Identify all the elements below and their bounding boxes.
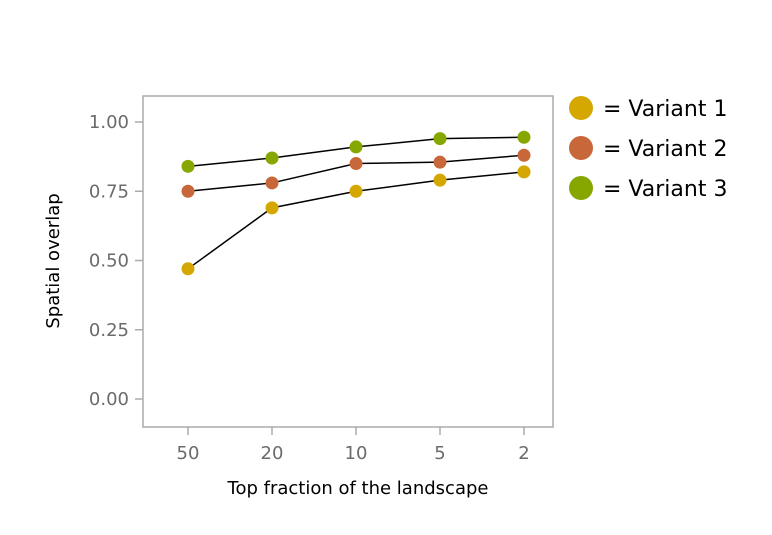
data-point-series-3 <box>181 159 195 173</box>
x-tick-label: 20 <box>261 443 284 464</box>
data-point-series-3 <box>517 130 531 144</box>
data-point-series-2 <box>517 148 531 162</box>
legend-label-1: = Variant 1 <box>603 97 727 122</box>
x-tick-label: 5 <box>434 443 445 464</box>
y-axis-ticks: 0.00 0.25 0.50 0.75 1.00 <box>89 112 143 410</box>
x-tick-label: 10 <box>345 443 368 464</box>
series-points <box>181 130 531 276</box>
x-tick-label: 50 <box>177 443 200 464</box>
y-tick-label: 0.50 <box>89 251 129 272</box>
y-tick-label: 0.00 <box>89 389 129 410</box>
data-point-series-2 <box>433 155 447 169</box>
data-point-series-3 <box>433 132 447 146</box>
legend-label-3: = Variant 3 <box>603 177 727 202</box>
legend-label-2: = Variant 2 <box>603 137 727 162</box>
y-axis-label: Spatial overlap <box>43 193 64 328</box>
data-point-series-1 <box>181 262 195 276</box>
series-lines <box>187 136 525 270</box>
legend-marker-1 <box>569 96 593 120</box>
data-point-series-1 <box>265 201 279 215</box>
legend-marker-3 <box>569 176 593 200</box>
data-point-series-3 <box>265 151 279 165</box>
data-point-series-2 <box>265 176 279 190</box>
legend: = Variant 1 = Variant 2 = Variant 3 <box>569 96 727 202</box>
y-tick-label: 0.75 <box>89 181 129 202</box>
data-point-series-2 <box>349 157 363 171</box>
legend-marker-2 <box>569 136 593 160</box>
data-point-series-1 <box>517 165 531 179</box>
x-axis-ticks: 50 20 10 5 2 <box>177 427 530 464</box>
data-point-series-2 <box>181 184 195 198</box>
data-point-series-1 <box>433 173 447 187</box>
plot-area-frame <box>142 95 554 428</box>
y-tick-label: 1.00 <box>89 112 129 133</box>
data-point-series-1 <box>349 184 363 198</box>
y-tick-label: 0.25 <box>89 320 129 341</box>
data-point-series-3 <box>349 140 363 154</box>
x-tick-label: 2 <box>518 443 529 464</box>
x-axis-label: Top fraction of the landscape <box>227 478 489 499</box>
